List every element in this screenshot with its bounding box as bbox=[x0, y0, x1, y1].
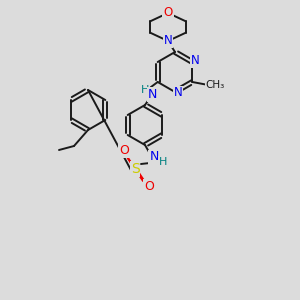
Text: S: S bbox=[130, 162, 140, 176]
Text: H: H bbox=[159, 157, 167, 167]
Text: N: N bbox=[148, 88, 158, 100]
Text: O: O bbox=[144, 179, 154, 193]
Text: H: H bbox=[140, 85, 149, 95]
Text: CH₃: CH₃ bbox=[206, 80, 225, 90]
Text: N: N bbox=[164, 34, 172, 47]
Text: O: O bbox=[164, 7, 172, 20]
Text: N: N bbox=[149, 151, 159, 164]
Text: N: N bbox=[174, 86, 182, 100]
Text: N: N bbox=[191, 55, 200, 68]
Text: O: O bbox=[119, 143, 129, 157]
